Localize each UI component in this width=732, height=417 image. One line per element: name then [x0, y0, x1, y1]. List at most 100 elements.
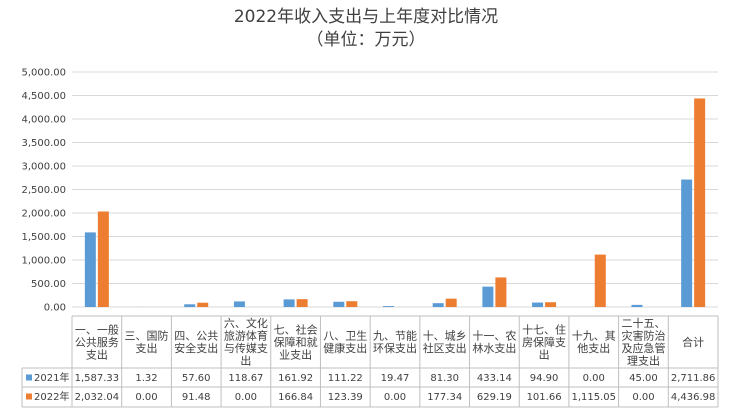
x-category-label: 业支出 — [279, 347, 312, 361]
data-label: 45.00 — [629, 373, 658, 384]
bar-series1 — [432, 303, 444, 307]
data-label: 0.00 — [235, 392, 257, 403]
bar-series2 — [594, 254, 606, 307]
data-label: 2,032.04 — [75, 392, 120, 403]
y-tick-label: 2,000.00 — [21, 209, 66, 220]
data-label: 4,436.98 — [671, 392, 716, 403]
bar-series1 — [184, 304, 196, 307]
bar-series2 — [97, 211, 109, 307]
data-label: 101.66 — [527, 392, 562, 403]
x-category-label: 十七、住 — [522, 322, 566, 336]
data-label: 0.00 — [384, 392, 406, 403]
bar-series1 — [84, 232, 96, 307]
x-category-label: 四、公共 — [174, 330, 218, 343]
x-category-label: 安全支出 — [174, 341, 218, 355]
data-label: 0.00 — [583, 373, 605, 384]
data-label: 1,115.05 — [572, 392, 617, 403]
bar-series1 — [532, 302, 544, 307]
data-label: 1.32 — [135, 373, 157, 384]
x-category-label: 林水支出 — [472, 341, 516, 355]
bar-series2 — [495, 277, 507, 307]
y-tick-label: 2,500.00 — [21, 185, 66, 196]
chart-title-line: （单位：万元） — [307, 30, 426, 50]
data-label: 91.48 — [182, 392, 211, 403]
x-category-label: 一、一般 — [75, 323, 119, 336]
bar-series1 — [333, 301, 345, 307]
bar-series1 — [233, 301, 245, 307]
bar-series1 — [283, 299, 295, 307]
x-category-label: 支出 — [86, 347, 108, 361]
x-category-label: 三、国防 — [125, 329, 169, 343]
bar-series1 — [631, 304, 643, 307]
x-category-label: 支出 — [136, 341, 158, 355]
x-category-label: 社区支出 — [423, 341, 467, 355]
data-label: 19.47 — [381, 373, 410, 384]
legend-label: 2022年 — [34, 390, 69, 403]
x-category-label: 他支出 — [577, 341, 610, 355]
x-category-label: 出 — [539, 347, 550, 361]
x-category-label: 二十五、 — [621, 316, 665, 330]
x-category-label: 旅游体育 — [224, 329, 268, 343]
bar-series2 — [545, 302, 557, 307]
x-category-label: 房保障支 — [522, 335, 566, 349]
data-label: 94.90 — [530, 373, 559, 384]
data-label: 1,587.33 — [75, 373, 120, 384]
x-category-label: 六、文化 — [224, 316, 268, 330]
x-category-label: 与传媒支 — [224, 342, 268, 355]
data-label: 57.60 — [182, 373, 211, 384]
y-tick-label: 5,000.00 — [21, 68, 66, 79]
data-label: 177.34 — [427, 392, 462, 403]
x-category-label: 环保支出 — [373, 341, 417, 355]
data-label: 433.14 — [477, 373, 512, 384]
bar-series2 — [445, 298, 457, 307]
bar-series1 — [681, 179, 693, 307]
x-category-label: 合计 — [682, 335, 704, 349]
x-category-label: 七、社会 — [274, 322, 318, 336]
data-label: 2,711.86 — [671, 373, 716, 384]
x-category-label: 公共服务 — [75, 336, 119, 349]
y-tick-label: 4,000.00 — [21, 115, 66, 126]
bar-series2 — [197, 302, 209, 307]
gridlines — [72, 71, 718, 308]
x-category-label: 十、城乡 — [423, 329, 467, 343]
y-tick-label: 1,000.00 — [21, 256, 66, 267]
chart-title-line: 2022年收入支出与上年度对比情况 — [234, 7, 498, 27]
y-axis-ticks: 0.00 500.00 1,000.00 1,500.00 2,000.00 2,500.… — [21, 68, 66, 314]
x-category-label: 九、节能 — [373, 329, 417, 343]
x-category-label: 健康支出 — [323, 341, 367, 355]
data-label: 166.84 — [278, 392, 313, 403]
x-category-label: 出 — [240, 354, 251, 368]
y-tick-label: 500.00 — [31, 279, 66, 290]
data-label: 118.67 — [228, 373, 263, 384]
data-label: 0.00 — [632, 392, 654, 403]
bar-series2 — [694, 98, 706, 307]
x-category-label: 及应急管 — [621, 341, 665, 355]
data-table: 一、一般公共服务支出三、国防支出四、公共安全支出六、文化旅游体育与传媒支出七、社… — [21, 315, 719, 408]
y-tick-label: 3,500.00 — [21, 138, 66, 149]
x-category-label: 八、卫生 — [323, 329, 367, 343]
legend-key — [26, 374, 32, 381]
bar-series1 — [383, 306, 394, 307]
x-category-label: 十一、农 — [472, 329, 516, 343]
data-label: 161.92 — [278, 373, 313, 384]
y-tick-label: 4,500.00 — [21, 91, 66, 102]
bars — [84, 98, 706, 307]
legend-key — [26, 393, 32, 400]
bar-series2 — [296, 299, 308, 307]
x-category-label: 理支出 — [627, 354, 660, 368]
y-tick-label: 3,000.00 — [21, 162, 66, 173]
bar-series2 — [346, 301, 358, 307]
y-tick-label: 0.00 — [44, 303, 66, 314]
data-label: 629.19 — [477, 392, 512, 403]
data-label: 123.39 — [328, 392, 363, 403]
chart-title: 2022年收入支出与上年度对比情况 （单位：万元） — [234, 7, 498, 50]
legend-label: 2021年 — [34, 371, 69, 384]
data-label: 0.00 — [135, 392, 157, 403]
data-label: 111.22 — [328, 373, 363, 384]
y-tick-label: 1,500.00 — [21, 232, 66, 243]
x-category-label: 保障和就 — [274, 335, 318, 349]
data-label: 81.30 — [430, 373, 459, 384]
x-category-label: 十九、其 — [572, 329, 616, 343]
